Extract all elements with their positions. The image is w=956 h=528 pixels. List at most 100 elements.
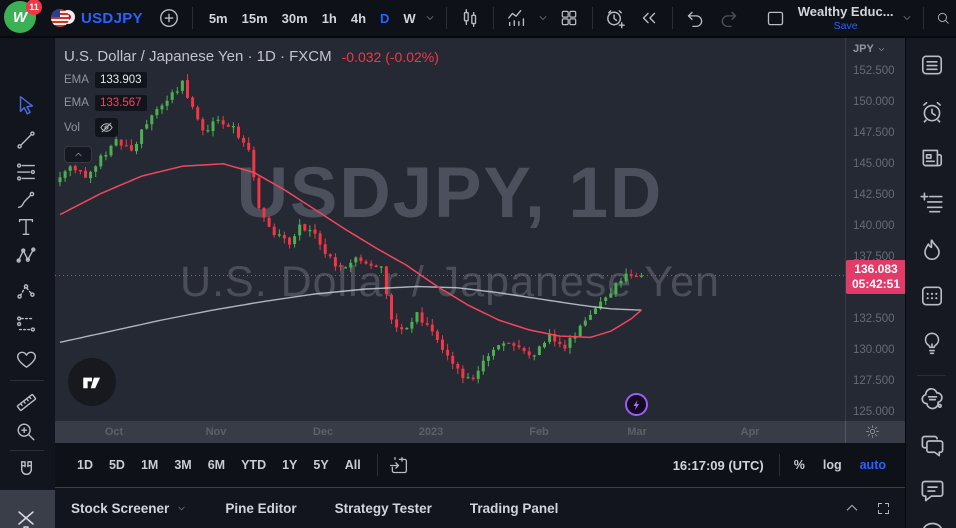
axis-settings-button[interactable] xyxy=(865,424,880,444)
fib-retracement-tool-button[interactable] xyxy=(12,158,40,186)
tradingview-logo[interactable] xyxy=(68,358,116,406)
interval-1h[interactable]: 1h xyxy=(321,10,337,26)
volume-row[interactable]: Vol xyxy=(64,118,439,137)
candlestick-plot[interactable] xyxy=(55,38,845,421)
layout-name-menu[interactable]: Wealthy Educ... Save xyxy=(798,5,894,32)
pattern-tool-button[interactable] xyxy=(12,242,40,270)
interval-1w[interactable]: W xyxy=(403,10,416,26)
tab-strategy-tester[interactable]: Strategy Tester xyxy=(335,501,432,516)
private-chat-button[interactable] xyxy=(918,476,946,504)
range-1y[interactable]: 1Y xyxy=(282,458,298,472)
tab-label: Pine Editor xyxy=(225,500,297,516)
trend-line-tool-button[interactable] xyxy=(12,126,40,154)
calendar-button[interactable] xyxy=(918,282,946,310)
layout-menu-chevron-icon[interactable] xyxy=(901,12,913,24)
ema1-row[interactable]: EMA 133.903 xyxy=(64,72,439,88)
panel-expand-button[interactable] xyxy=(844,500,860,516)
calendar-dots-icon xyxy=(921,286,943,306)
volume-visibility-toggle[interactable] xyxy=(95,118,118,137)
save-layout-button[interactable] xyxy=(763,5,789,31)
percent-scale-button[interactable]: % xyxy=(793,458,805,472)
price-tick: 127.500 xyxy=(853,375,895,387)
price-scale[interactable]: JPY 152.500 150.000 147.500 145.000 142.500 1… xyxy=(845,38,906,421)
grid-layout-icon xyxy=(561,10,576,26)
ideas-button[interactable] xyxy=(918,329,946,357)
tab-stock-screener[interactable]: Stock Screener xyxy=(71,501,187,516)
ideas-stream-button[interactable] xyxy=(918,384,946,412)
bar-replay-button[interactable] xyxy=(636,5,662,31)
right-sidebar xyxy=(905,38,956,528)
zoom-in-button[interactable] xyxy=(12,418,40,446)
interval-15m[interactable]: 15m xyxy=(241,10,268,26)
range-5d[interactable]: 5D xyxy=(108,458,125,472)
text-icon xyxy=(18,218,34,236)
fib-lines-icon xyxy=(16,163,36,181)
legend-collapse-button[interactable] xyxy=(64,146,92,163)
currency-selector[interactable]: JPY xyxy=(853,43,886,55)
emoji-tool-button[interactable] xyxy=(12,345,40,373)
tab-pine-editor[interactable]: Pine Editor xyxy=(225,501,296,516)
interval-menu-chevron-icon[interactable] xyxy=(424,12,436,24)
range-all[interactable]: All xyxy=(344,458,361,472)
price-tick: 130.000 xyxy=(853,344,895,356)
event-marker[interactable] xyxy=(625,393,648,416)
news-button[interactable] xyxy=(918,144,946,172)
log-scale-button[interactable]: log xyxy=(822,458,842,472)
text-tool-button[interactable] xyxy=(12,213,40,241)
compare-add-symbol-button[interactable] xyxy=(156,5,182,31)
interval-4h[interactable]: 4h xyxy=(350,10,367,26)
chart-pane[interactable]: USDJPY, 1D U.S. Dollar / Japanese Yen U.… xyxy=(55,38,845,421)
redo-button[interactable] xyxy=(716,5,742,31)
chart-style-button[interactable] xyxy=(457,5,483,31)
xabcd-pattern-icon xyxy=(16,247,36,263)
range-ytd[interactable]: YTD xyxy=(241,458,267,472)
undo-button[interactable] xyxy=(683,5,709,31)
go-to-date-button[interactable] xyxy=(386,452,412,478)
clock[interactable]: 16:17:09 (UTC) xyxy=(672,457,764,473)
range-6m[interactable]: 6M xyxy=(207,458,226,472)
create-alert-button[interactable] xyxy=(603,5,629,31)
time-axis[interactable]: Oct Nov Dec 2023 Feb Mar Apr xyxy=(55,421,905,443)
tab-label: Trading Panel xyxy=(469,500,559,516)
measure-ruler-button[interactable] xyxy=(12,388,40,416)
indicators-button[interactable] xyxy=(504,5,530,31)
alerts-button[interactable] xyxy=(918,98,946,126)
hidden-tool-highlight[interactable] xyxy=(0,490,55,528)
watchlist-button[interactable] xyxy=(918,51,946,79)
panel-fullscreen-button[interactable] xyxy=(876,501,891,516)
range-3m[interactable]: 3M xyxy=(174,458,192,472)
forecast-tool-button[interactable] xyxy=(12,277,40,305)
tab-trading-panel[interactable]: Trading Panel xyxy=(470,501,559,516)
symbol-name: USDJPY xyxy=(81,9,143,27)
auto-scale-button[interactable]: auto xyxy=(859,458,886,472)
range-1m[interactable]: 1M xyxy=(140,458,159,472)
indicators-chevron-icon[interactable] xyxy=(537,12,549,24)
hotlists-button[interactable] xyxy=(918,236,946,264)
brush-icon xyxy=(17,191,35,209)
text-notes-button[interactable] xyxy=(918,189,946,217)
ema2-row[interactable]: EMA 133.567 xyxy=(64,95,439,111)
interval-5m[interactable]: 5m xyxy=(208,10,228,26)
save-label[interactable]: Save xyxy=(833,19,858,32)
public-chats-button[interactable] xyxy=(918,431,946,459)
flame-icon xyxy=(924,239,940,260)
interval-30m[interactable]: 30m xyxy=(281,10,308,26)
range-5y[interactable]: 5Y xyxy=(313,458,329,472)
symbol-search-button[interactable]: USDJPY xyxy=(45,3,149,33)
platform-logo[interactable]: W 11 xyxy=(4,0,42,35)
measure-tool-button[interactable] xyxy=(12,310,40,338)
bottom-toolbar: 1D 5D 1M 3M 6M YTD 1Y 5Y All 16:17:09 (U… xyxy=(55,443,905,487)
magnet-mode-button[interactable] xyxy=(12,456,40,484)
quick-search-button[interactable] xyxy=(936,5,950,31)
layout-square-icon xyxy=(768,11,784,25)
range-1d[interactable]: 1D xyxy=(77,458,93,472)
divider xyxy=(376,454,378,476)
interval-1d[interactable]: D xyxy=(380,10,390,26)
cursor-tool-button[interactable] xyxy=(12,91,40,119)
lightning-icon xyxy=(633,399,639,410)
legend-symbol-line[interactable]: U.S. Dollar / Japanese Yen · 1D · FXCM xyxy=(64,48,332,65)
divider xyxy=(671,7,673,29)
partial-bottom-button[interactable] xyxy=(918,518,946,528)
brush-tool-button[interactable] xyxy=(12,186,40,214)
layout-grid-button[interactable] xyxy=(556,5,582,31)
